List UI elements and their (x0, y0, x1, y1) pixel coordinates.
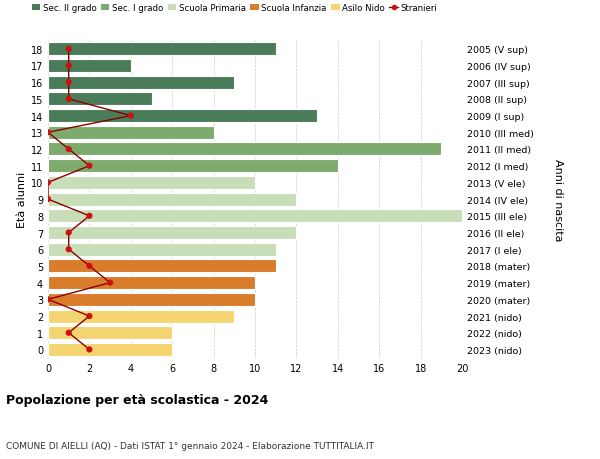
Text: Popolazione per età scolastica - 2024: Popolazione per età scolastica - 2024 (6, 393, 268, 406)
Point (64, 246, 74, 253)
Bar (48, 326, 172, 340)
Point (43, 296, 53, 303)
Point (85, 313, 94, 320)
Bar (48, 243, 276, 256)
Bar (48, 193, 296, 206)
Point (64, 46, 74, 53)
Point (64, 62, 74, 70)
Bar (48, 310, 235, 323)
Point (85, 162, 94, 170)
Bar (48, 77, 235, 90)
Bar (48, 160, 338, 173)
Point (64, 79, 74, 87)
Bar (48, 343, 172, 356)
Text: COMUNE DI AIELLI (AQ) - Dati ISTAT 1° gennaio 2024 - Elaborazione TUTTITALIA.IT: COMUNE DI AIELLI (AQ) - Dati ISTAT 1° ge… (6, 441, 374, 450)
Bar (48, 110, 317, 123)
Bar (48, 60, 131, 73)
Bar (48, 293, 255, 306)
Point (64, 230, 74, 237)
Point (43, 179, 53, 187)
Point (43, 196, 53, 203)
Legend: Sec. II grado, Sec. I grado, Scuola Primaria, Scuola Infanzia, Asilo Nido, Stran: Sec. II grado, Sec. I grado, Scuola Prim… (32, 5, 437, 13)
Point (126, 112, 136, 120)
Point (85, 263, 94, 270)
Bar (48, 260, 276, 273)
Bar (48, 93, 151, 106)
Bar (48, 127, 214, 140)
Bar (48, 210, 462, 223)
Y-axis label: Anni di nascita: Anni di nascita (553, 158, 563, 241)
Point (64, 146, 74, 153)
Bar (48, 143, 442, 156)
Bar (48, 177, 255, 190)
Bar (48, 276, 255, 290)
Point (64, 96, 74, 103)
Point (43, 129, 53, 137)
Point (85, 213, 94, 220)
Point (85, 346, 94, 353)
Bar (48, 226, 296, 240)
Bar (48, 43, 276, 56)
Point (64, 330, 74, 337)
Point (106, 280, 115, 287)
Y-axis label: Età alunni: Età alunni (17, 172, 26, 228)
